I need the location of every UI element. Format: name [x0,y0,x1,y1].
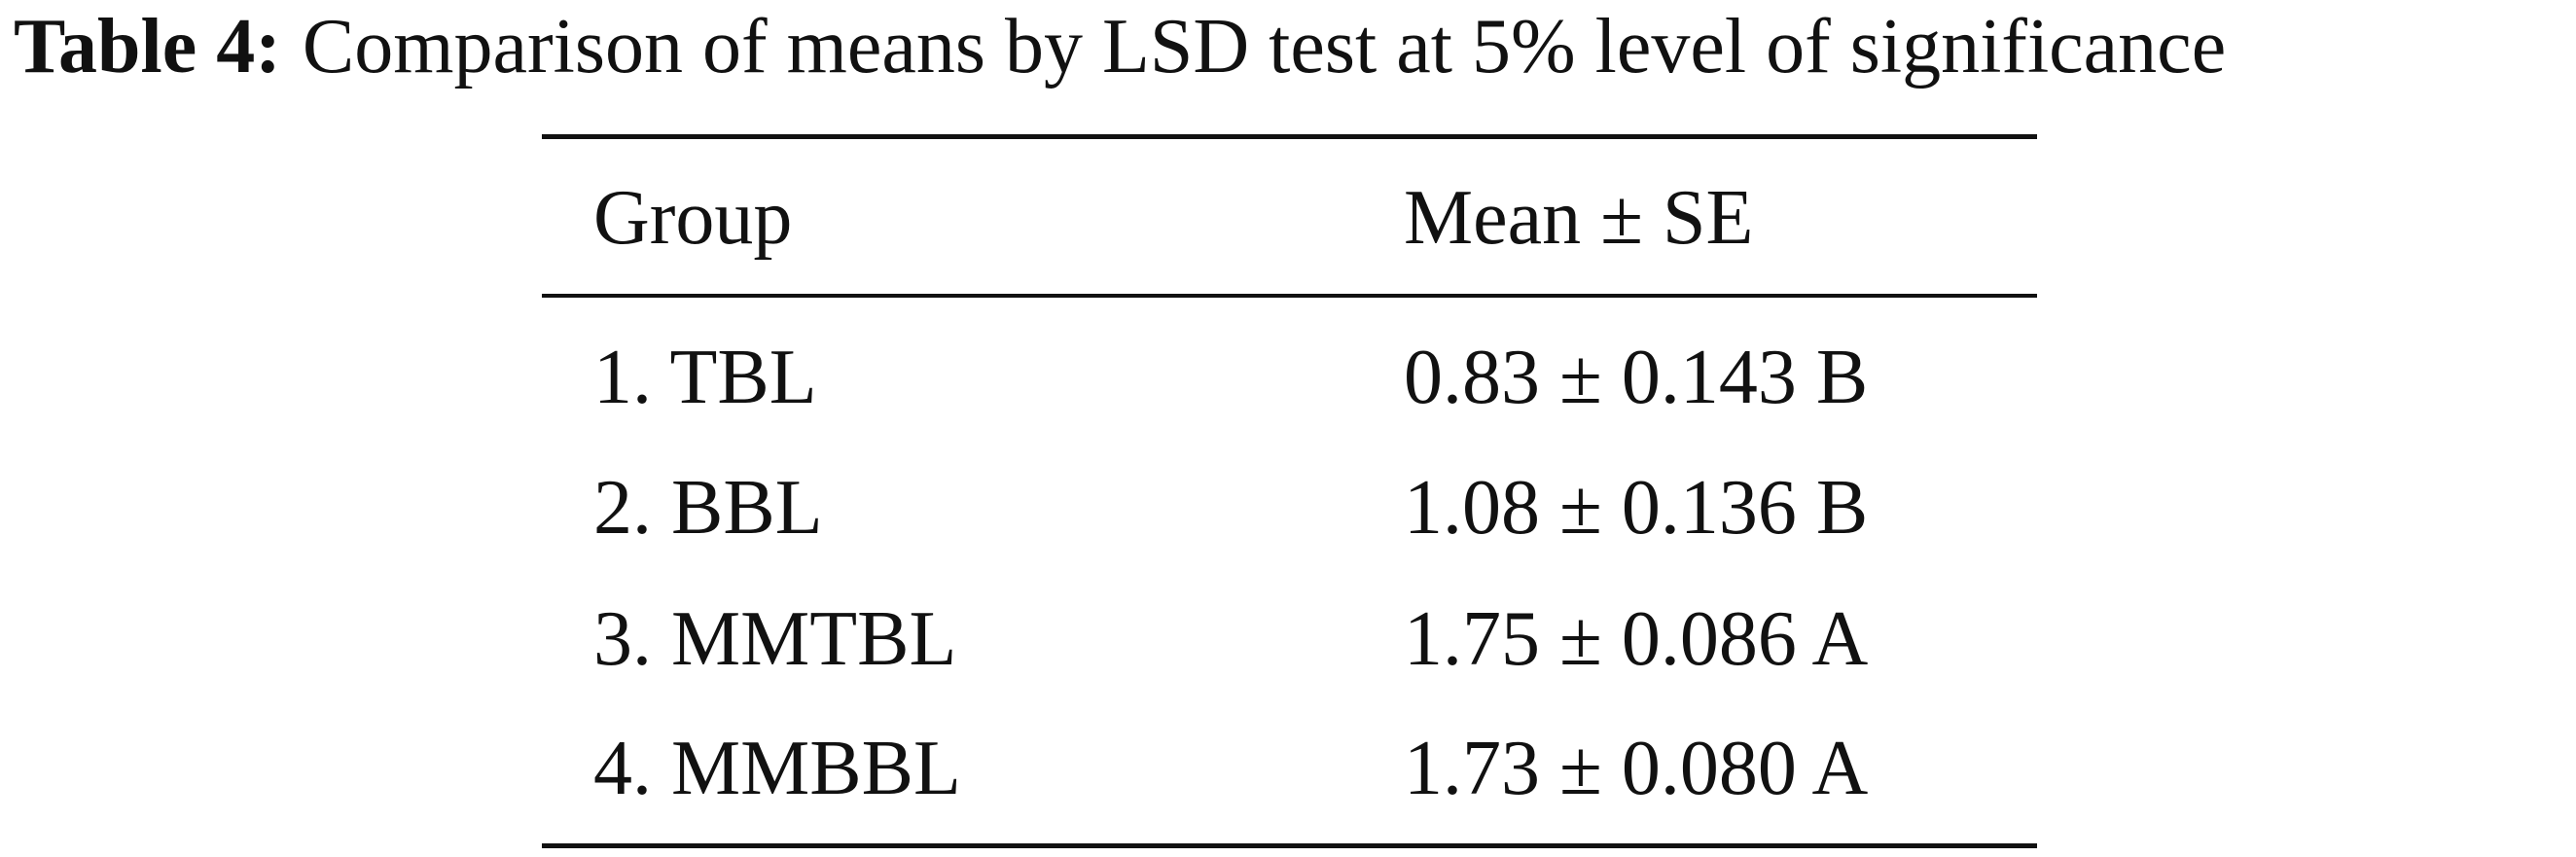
top-rule [542,134,2037,139]
bottom-rule [542,843,2037,848]
table-cell: 1.73 ± 0.080 A [1404,726,1869,811]
header-cell: Group [593,175,793,261]
table-cell: 4. MMBBL [593,726,961,811]
caption-label: Table 4: [14,4,281,89]
header-cell: Mean ± SE [1404,175,1754,261]
table-cell: 2. BBL [593,465,823,551]
caption-text: Comparison of means by LSD test at 5% le… [302,4,2227,89]
table-cell: 3. MMTBL [593,596,957,682]
table-cell: 1.08 ± 0.136 B [1404,465,1869,551]
table-cell: 0.83 ± 0.143 B [1404,335,1869,420]
table-cell: 1. TBL [593,335,817,420]
caption: Table 4: Comparison of means by LSD test … [14,8,2226,86]
table-cell: 1.75 ± 0.086 A [1404,596,1869,682]
mid-rule [542,294,2037,298]
